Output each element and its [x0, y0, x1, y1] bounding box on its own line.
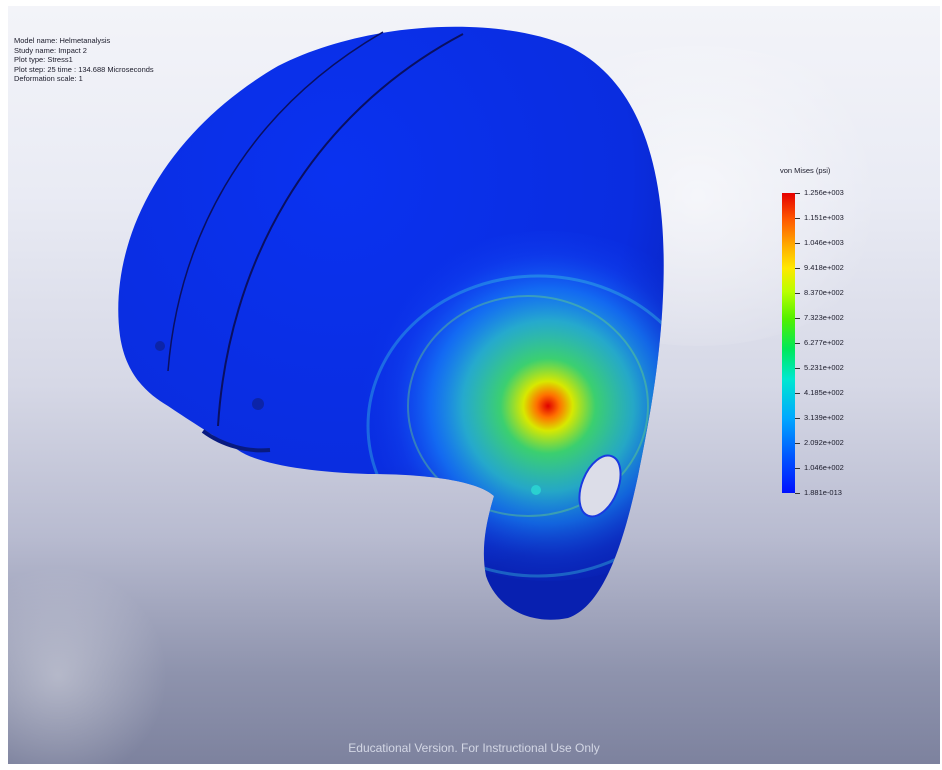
- helmet-shell[interactable]: [118, 26, 748, 620]
- legend-label: 1.151e+003: [804, 213, 844, 222]
- legend-label: 3.139e+002: [804, 413, 844, 422]
- plot-type-text: Plot type: Stress1: [14, 55, 73, 64]
- legend-tick: [795, 343, 800, 344]
- model-name-text: Model name: Helmetanalysis: [14, 36, 111, 45]
- legend-tick: [795, 318, 800, 319]
- rivet-hole: [531, 485, 541, 495]
- legend-label: 1.046e+003: [804, 238, 844, 247]
- legend-label: 6.277e+002: [804, 338, 844, 347]
- ear-hole[interactable]: [571, 450, 628, 523]
- deformation-scale-text: Deformation scale: 1: [14, 74, 83, 83]
- legend-color-bar: [782, 193, 795, 493]
- rivet-hole: [155, 341, 165, 351]
- legend-tick: [795, 468, 800, 469]
- legend-tick: [795, 293, 800, 294]
- legend-label: 4.185e+002: [804, 388, 844, 397]
- legend-label: 1.046e+002: [804, 463, 844, 472]
- legend-title: von Mises (psi): [780, 166, 831, 175]
- legend-tick: [795, 243, 800, 244]
- legend-label: 1.881e-013: [804, 488, 842, 497]
- helmet-model[interactable]: [8, 6, 940, 764]
- helmet-seam-line: [217, 33, 464, 427]
- legend-label: 5.231e+002: [804, 363, 844, 372]
- legend-tick: [795, 218, 800, 219]
- graphics-viewport[interactable]: Model name: Helmetanalysis Study name: I…: [8, 6, 940, 764]
- legend-label: 2.092e+002: [804, 438, 844, 447]
- legend-tick: [795, 268, 800, 269]
- helmet-seam-line: [167, 31, 384, 372]
- legend-tick: [795, 493, 800, 494]
- legend-label: 8.370e+002: [804, 288, 844, 297]
- study-name-text: Study name: Impact 2: [14, 45, 87, 55]
- plot-step-text: Plot step: 25 time : 134.688 Microsecond…: [14, 64, 154, 74]
- legend-tick: [795, 418, 800, 419]
- legend-tick: [795, 393, 800, 394]
- legend-tick: [795, 368, 800, 369]
- rivet-hole: [252, 398, 264, 410]
- legend-label: 1.256e+003: [804, 188, 844, 197]
- legend-label: 7.323e+002: [804, 313, 844, 322]
- study-info-block: Model name: Helmetanalysis Study name: I…: [14, 36, 154, 84]
- helmet-rim: [201, 429, 271, 453]
- legend-label: 9.418e+002: [804, 263, 844, 272]
- legend-tick: [795, 443, 800, 444]
- legend-tick: [795, 193, 800, 194]
- watermark-text: Educational Version. For Instructional U…: [348, 741, 600, 755]
